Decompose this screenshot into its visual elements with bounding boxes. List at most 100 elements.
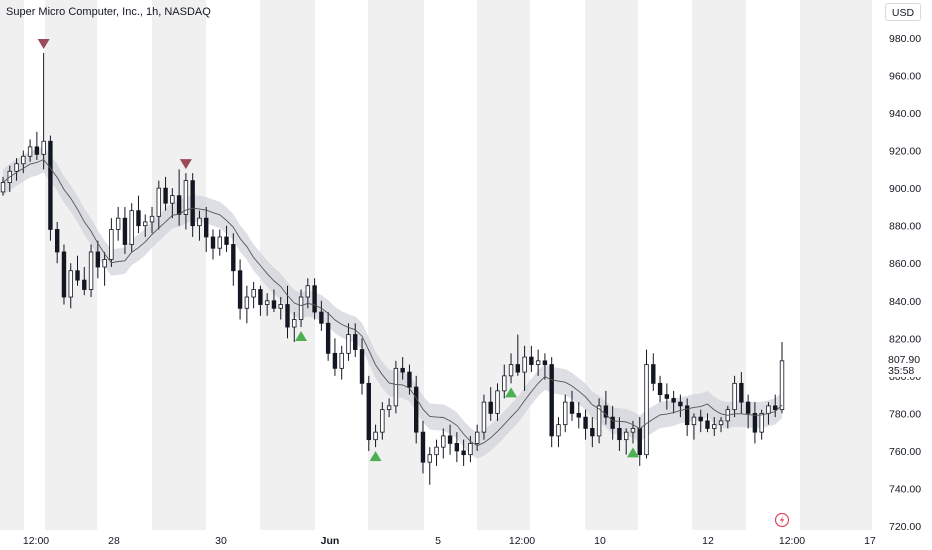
candle-48 — [325, 312, 331, 361]
candle-9 — [61, 244, 67, 305]
candle-body — [353, 334, 358, 350]
candle-115 — [779, 342, 785, 414]
candle-body — [170, 195, 175, 204]
current-price-value: 807.90 — [888, 354, 920, 366]
candle-body — [461, 450, 466, 456]
candle-62 — [420, 420, 426, 474]
candle-body — [163, 187, 168, 204]
candle-body — [136, 210, 141, 227]
candle-body — [21, 155, 26, 165]
candle-body — [75, 270, 80, 281]
candle-35 — [237, 259, 243, 320]
candle-body — [420, 431, 426, 463]
ma-line — [2, 158, 783, 447]
candle-body — [109, 229, 114, 260]
candle-74 — [502, 364, 507, 399]
price-tick-0: 720.00 — [889, 521, 921, 533]
candle-body — [27, 146, 33, 157]
candle-17 — [115, 206, 121, 241]
candle-body — [34, 146, 40, 155]
ma-band — [3, 146, 782, 459]
candle-body — [210, 236, 216, 249]
price-tick-8: 880.00 — [889, 221, 921, 233]
candle-61 — [414, 375, 419, 444]
price-tick-5: 820.00 — [889, 333, 921, 345]
currency-button[interactable]: USD — [885, 3, 921, 21]
candle-body — [346, 334, 351, 354]
candle-body — [339, 352, 344, 369]
candle-25 — [170, 188, 175, 219]
candle-50 — [339, 345, 344, 380]
candle-body — [474, 431, 480, 444]
candle-87 — [590, 417, 595, 448]
time-tick-0: 12:00 — [23, 535, 49, 547]
candle-body — [197, 217, 202, 227]
time-tick-3: Jun — [321, 535, 340, 547]
candle-body — [759, 412, 764, 433]
candle-57 — [386, 398, 392, 418]
candle-body — [732, 382, 737, 411]
candle-body — [292, 319, 297, 328]
candle-39 — [264, 293, 270, 316]
session-shade-7 — [692, 0, 746, 530]
candle-body — [204, 217, 209, 238]
candle-body — [705, 420, 710, 429]
candle-63 — [427, 447, 432, 485]
candle-91 — [617, 417, 622, 451]
candle-body — [231, 244, 236, 272]
candle-73 — [495, 383, 500, 421]
candle-111 — [752, 402, 758, 444]
candle-body — [156, 187, 161, 217]
candle-114 — [773, 394, 778, 418]
candle-body — [54, 229, 60, 253]
candle-body — [332, 352, 338, 369]
candle-body — [305, 285, 311, 298]
candle-body — [149, 215, 155, 223]
candle-70 — [474, 424, 480, 451]
time-tick-4: 5 — [435, 535, 441, 547]
candle-body — [393, 367, 399, 407]
candle-body — [14, 163, 19, 172]
candle-body — [549, 364, 554, 437]
candle-14 — [95, 240, 101, 279]
price-tick-6: 840.00 — [889, 296, 921, 308]
candle-84 — [569, 390, 575, 421]
buy-signal-2 — [295, 331, 308, 342]
candle-body — [691, 416, 697, 426]
price-tick-1: 740.00 — [889, 484, 921, 496]
candle-110 — [745, 394, 751, 429]
candle-body — [684, 405, 690, 426]
candle-83 — [563, 394, 568, 433]
price-tick-9: 900.00 — [889, 183, 921, 195]
time-axis[interactable]: 12:00 28 30 Jun 5 12:00 10 12 12:00 17 — [23, 535, 876, 547]
candle-41 — [278, 297, 283, 320]
buy-signal-5 — [626, 447, 639, 458]
candle-body — [61, 251, 67, 298]
candle-body — [508, 364, 514, 377]
candle-36 — [244, 285, 250, 324]
candle-58 — [393, 360, 399, 414]
candle-body — [224, 236, 229, 245]
candle-body — [678, 401, 683, 407]
candle-5 — [34, 131, 40, 160]
price-axis[interactable]: 720.00740.00760.00780.00800.00820.00840.… — [889, 33, 921, 533]
candle-90 — [610, 405, 615, 440]
candle-body — [48, 140, 53, 230]
candle-97 — [657, 375, 663, 403]
sell-signal-1 — [179, 159, 192, 170]
candle-54 — [366, 375, 371, 451]
candle-body — [129, 210, 134, 245]
candle-32 — [217, 229, 222, 256]
candle-43 — [292, 312, 297, 343]
candle-24 — [163, 176, 168, 211]
replay-icon[interactable] — [774, 512, 790, 528]
candle-26 — [176, 169, 182, 226]
candle-body — [95, 251, 101, 268]
candle-16 — [109, 218, 114, 267]
candle-body — [373, 431, 378, 441]
moving-average-line — [2, 158, 783, 447]
candle-body — [88, 251, 94, 290]
candle-68 — [461, 439, 466, 466]
candle-23 — [156, 180, 161, 230]
